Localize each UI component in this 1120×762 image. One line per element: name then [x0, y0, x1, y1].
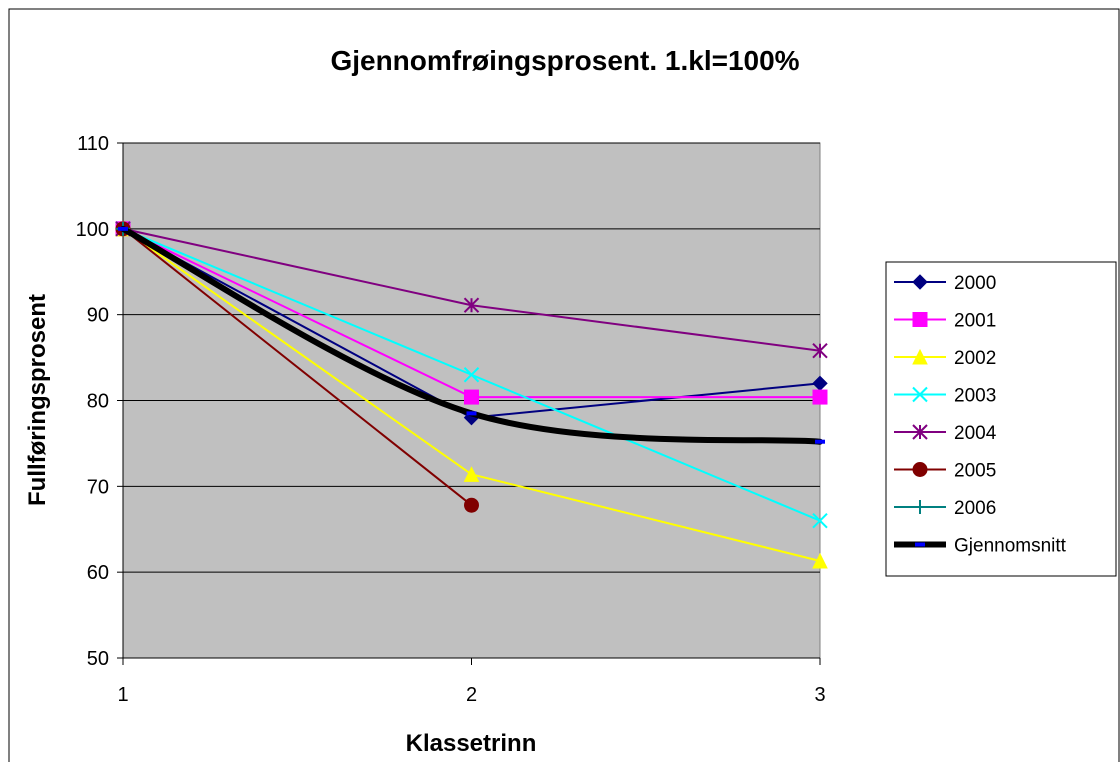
legend-marker	[912, 424, 928, 440]
legend-label: 2002	[954, 348, 996, 369]
data-point-2003	[463, 367, 480, 383]
data-point-Gjennomsnitt	[815, 439, 825, 444]
legend-label: 2005	[954, 461, 996, 482]
y-tick-label: 50	[87, 648, 109, 670]
legend-marker	[912, 312, 928, 327]
legend-label: 2004	[954, 423, 997, 444]
y-axis-title: Fullføringsprosent	[24, 294, 51, 506]
legend-marker	[912, 274, 928, 290]
grid-lines	[123, 142, 820, 573]
data-point-2002	[812, 552, 828, 569]
data-point-2001	[812, 389, 828, 405]
legend-item-2004: 2004	[894, 423, 997, 444]
y-tick-label: 70	[87, 476, 109, 498]
legend-item-2006: 2006	[894, 498, 996, 519]
legend-marker	[912, 386, 928, 403]
data-point-2004	[463, 297, 480, 313]
data-point-2001	[464, 389, 479, 405]
legend: 2000 2001 2002 2003 2004 2005 2006 Gjennomsnitt	[885, 261, 1117, 577]
data-point-2005	[464, 497, 479, 513]
legend-item-Gjennomsnitt: Gjennomsnitt	[894, 536, 1067, 557]
x-tick-label: 1	[117, 684, 128, 706]
data-point-Gjennomsnitt	[466, 411, 477, 416]
legend-item-2005: 2005	[894, 461, 996, 482]
legend-item-2002: 2002	[894, 348, 996, 369]
data-point-2004	[812, 343, 828, 359]
series-Gjennomsnitt	[118, 225, 825, 445]
legend-item-2001: 2001	[894, 311, 996, 332]
legend-label: 2006	[954, 498, 996, 519]
legend-label: Gjennomsnitt	[954, 536, 1067, 557]
y-tick-label: 100	[76, 219, 109, 241]
legend-marker	[912, 348, 928, 365]
y-tick-label: 90	[87, 305, 109, 327]
x-axis-title: Klassetrinn	[406, 730, 537, 757]
data-point-2003	[812, 512, 828, 529]
data-point-Gjennomsnitt	[118, 226, 128, 231]
y-tick-label: 110	[77, 133, 109, 155]
legend-label: 2003	[954, 386, 996, 407]
legend-item-2000: 2000	[894, 273, 996, 294]
axes: 50 60 70 80 90 100 110 1 2 3	[76, 133, 826, 706]
chart-title: Gjennomfrøingsprosent. 1.kl=100%	[330, 45, 799, 76]
series-lines	[115, 220, 828, 569]
y-tick-label: 80	[87, 391, 109, 413]
legend-marker	[912, 462, 928, 477]
legend-marker	[915, 542, 925, 547]
legend-item-2003: 2003	[894, 386, 996, 407]
legend-label: 2000	[954, 273, 996, 294]
x-tick-label: 3	[814, 684, 825, 706]
legend-label: 2001	[954, 311, 996, 332]
y-tick-label: 60	[87, 562, 109, 584]
legend-marker	[913, 500, 927, 514]
x-tick-label: 2	[466, 684, 477, 706]
series-line-2005	[122, 227, 473, 507]
legend-box	[885, 261, 1117, 577]
data-point-2002	[463, 466, 480, 482]
